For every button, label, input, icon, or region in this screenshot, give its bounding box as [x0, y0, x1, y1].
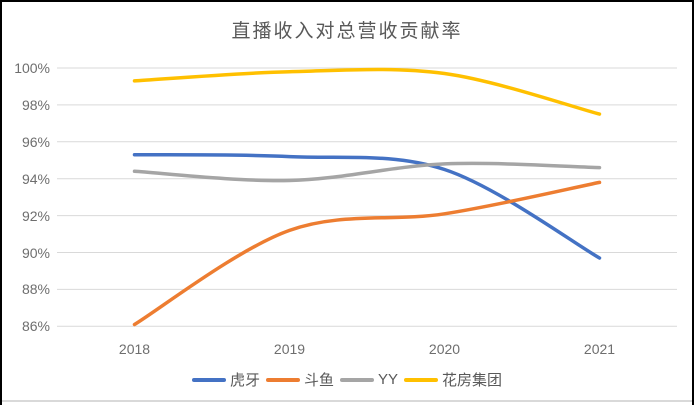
x-axis-tick-label: 2020 — [428, 341, 461, 357]
y-axis-tick-label: 100% — [14, 60, 50, 76]
bottom-edge-divider — [2, 400, 692, 402]
y-axis-tick-label: 92% — [21, 207, 50, 224]
y-axis-tick-label: 94% — [21, 170, 50, 187]
legend-item: YY — [340, 371, 398, 388]
legend-label: 花房集团 — [442, 372, 503, 389]
y-axis-tick-label: 98% — [21, 96, 50, 113]
y-axis-tick-label: 88% — [21, 281, 50, 298]
legend: 虎牙 斗鱼 YY 花房集团 — [2, 369, 692, 390]
series-line-虎牙 — [132, 152, 602, 260]
chart-title: 直播收入对总营收贡献率 — [231, 21, 463, 42]
series-line-斗鱼 — [132, 180, 602, 327]
y-axis-tick-label: 86% — [21, 318, 50, 335]
legend-line-swatch — [340, 377, 374, 382]
legend-item: 花房集团 — [404, 369, 502, 390]
legend-line-swatch — [191, 377, 226, 382]
y-axis-tick-label: 96% — [21, 133, 50, 150]
series-line-YY — [132, 161, 602, 183]
y-axis-tick-label: 90% — [21, 244, 50, 261]
legend-label: 斗鱼 — [303, 372, 334, 389]
x-axis-tick-label: 2021 — [583, 341, 616, 357]
x-axis-tick-label: 2019 — [273, 341, 306, 357]
legend-item: 斗鱼 — [265, 369, 334, 390]
series-line-花房集团 — [132, 67, 602, 116]
legend-line-swatch — [265, 377, 300, 382]
legend-line-swatch — [404, 377, 439, 382]
legend-item: 虎牙 — [191, 369, 260, 390]
legend-label: YY — [378, 371, 399, 388]
x-axis-tick-label: 2018 — [118, 341, 151, 357]
legend-label: 虎牙 — [229, 372, 260, 389]
